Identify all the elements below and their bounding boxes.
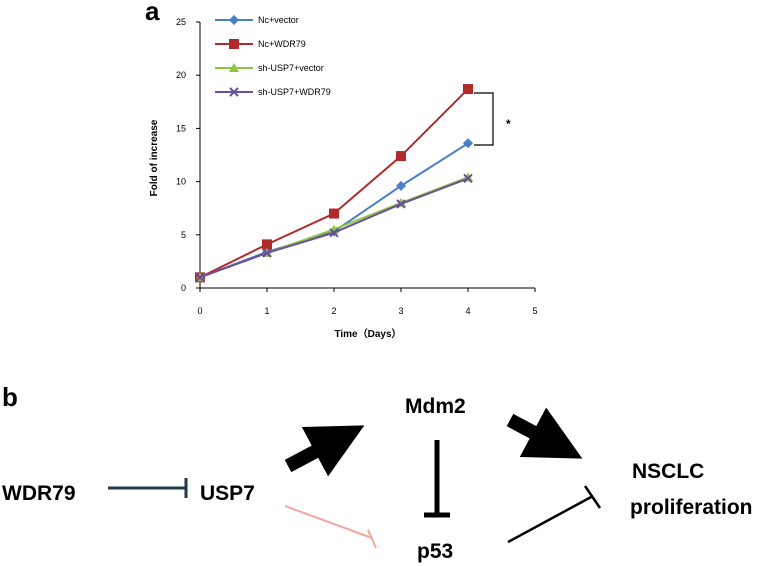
node-usp7: USP7	[200, 482, 255, 505]
legend-entry-3: sh-USP7+WDR79	[215, 87, 331, 97]
data-point-0-3	[396, 180, 406, 191]
data-point-1-1	[262, 239, 272, 250]
node-wdr79: WDR79	[2, 482, 76, 505]
x-tick-label-2: 2	[331, 306, 336, 316]
x-tick-label-1: 1	[264, 306, 269, 316]
data-point-3-3	[396, 199, 406, 209]
edge-mdm2-inhibits-p53	[424, 440, 450, 518]
legend-label-0: Nc+vector	[258, 15, 299, 25]
series-layer	[195, 84, 473, 283]
x-tick-label-4: 4	[465, 306, 470, 316]
legend-swatch-marker-0	[229, 15, 239, 25]
legend-swatch-marker-2	[229, 63, 239, 72]
x-tick-label-3: 3	[398, 306, 403, 316]
data-point-1-4	[463, 84, 473, 95]
data-point-1-3	[396, 151, 406, 162]
y-axis-title: Fold of increase	[149, 119, 160, 196]
y-tick-label-2: 10	[176, 177, 186, 187]
data-point-3-4	[463, 173, 473, 184]
edge-p53-inhibits-nsclc	[507, 485, 602, 544]
y-tick-label-4: 20	[176, 70, 186, 80]
y-tick-label-5: 25	[176, 17, 186, 27]
line-chart: 0 1 2 3 4 5 0 5 10 15 20 25 * Time（Days） Fold of in…	[149, 15, 538, 340]
data-point-1-2	[329, 208, 339, 219]
legend-label-2: sh-USP7+vector	[258, 63, 324, 73]
panel-a-label: a	[145, 0, 160, 26]
pathway-diagram: WDR79 USP7 Mdm2 p53 NSCLC proliferation	[2, 395, 753, 563]
edge-mdm2-activates-nsclc	[506, 407, 583, 459]
legend-swatch-marker-1	[229, 39, 239, 49]
x-tick-label-5: 5	[532, 306, 537, 316]
x-axis-title: Time（Days）	[334, 327, 401, 340]
y-tick-label-0: 0	[181, 283, 186, 293]
chart-legend: Nc+vector Nc+WDR79 sh-USP7+vector sh-USP7+W…	[215, 15, 331, 97]
legend-swatch-marker-3	[229, 87, 239, 97]
data-point-0-4	[463, 138, 473, 149]
data-point-3-2	[329, 227, 339, 238]
edge-usp7-inhibits-p53	[284, 505, 377, 549]
series-3	[195, 173, 473, 283]
y-tick-label-3: 15	[176, 123, 186, 133]
legend-entry-2: sh-USP7+vector	[215, 63, 324, 73]
edge-usp7-activates-mdm2	[284, 425, 365, 477]
node-mdm2: Mdm2	[405, 395, 466, 418]
legend-entry-1: Nc+WDR79	[215, 39, 306, 49]
x-tick-label-0: 0	[197, 306, 202, 316]
y-tick-label-1: 5	[181, 230, 186, 240]
series-1	[195, 84, 473, 283]
legend-label-3: sh-USP7+WDR79	[258, 87, 331, 97]
node-nsclc-line2: proliferation	[630, 496, 753, 519]
legend-entry-0: Nc+vector	[215, 15, 299, 25]
node-nsclc-line1: NSCLC	[632, 460, 704, 483]
node-p53: p53	[417, 540, 453, 563]
data-point-3-1	[262, 248, 272, 258]
significance-bracket	[474, 92, 494, 146]
panel-b-label: b	[2, 382, 18, 412]
edge-wdr79-inhibits-usp7	[108, 478, 188, 498]
legend-label-1: Nc+WDR79	[258, 39, 306, 49]
data-point-3-0	[195, 272, 205, 283]
significance-asterisk: *	[506, 117, 511, 131]
axis-ticks: 0 1 2 3 4 5 0 5 10 15 20 25	[176, 17, 538, 316]
series-line-1	[199, 88, 469, 279]
